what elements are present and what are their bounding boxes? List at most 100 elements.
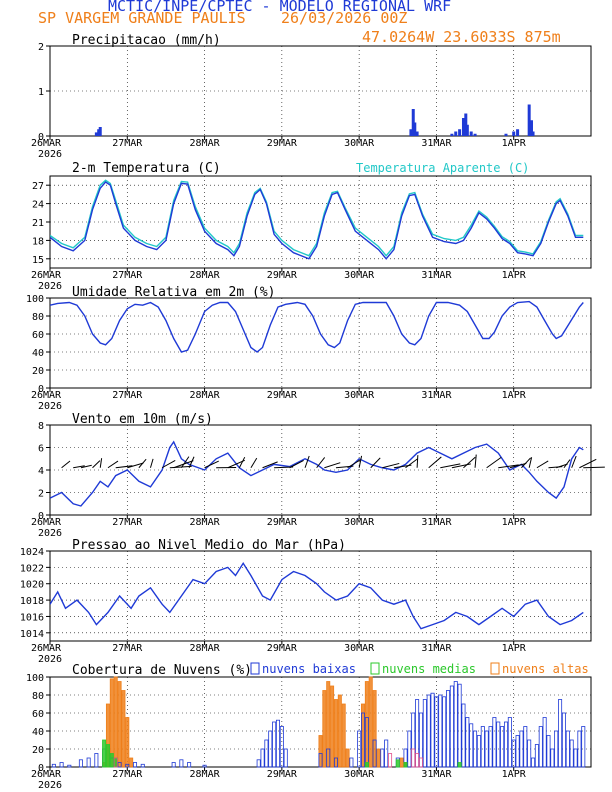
y-tick-label: 100 (26, 673, 44, 684)
year-label: 2026 (38, 281, 62, 292)
cloud-bar (449, 685, 454, 768)
cloud-bar (384, 739, 389, 768)
wind-barb (382, 462, 400, 469)
cloud-bar (140, 763, 145, 768)
precip-bar (527, 104, 531, 136)
cloud-bar (581, 726, 586, 768)
wind-barb (358, 455, 363, 468)
wind-barb (521, 457, 532, 469)
cloud-bar (121, 690, 126, 768)
cloud-bar (411, 748, 416, 768)
cloud-bar (102, 739, 107, 768)
cloud-bar (519, 730, 524, 768)
cloud-bar (272, 721, 277, 768)
cloud-bar (264, 739, 269, 768)
precip-bar (458, 129, 462, 136)
x-tick-label: 27MAR (112, 769, 143, 780)
wind-barb (188, 456, 195, 468)
cloud-bar (480, 726, 485, 768)
precip-bar (531, 131, 535, 136)
x-tick-label: 31MAR (421, 390, 452, 401)
cloud-bar (473, 730, 478, 768)
wind-barb (324, 462, 341, 469)
y-tick-label: 0 (38, 132, 44, 143)
cloud-bar (469, 723, 474, 768)
cloud-bar (527, 739, 532, 768)
y-tick-label: 1 (38, 87, 44, 98)
cloud-bar (318, 753, 323, 768)
y-tick-label: 40 (32, 348, 44, 359)
panel-title: Pressao ao Nivel Medio do Mar (hPa) (72, 538, 346, 553)
x-tick-label: 29MAR (267, 643, 298, 654)
series-line (50, 561, 584, 630)
precip-bar (454, 131, 458, 136)
cloud-bar (534, 744, 539, 768)
cloud-bar (442, 696, 447, 768)
cloud-bar (345, 748, 350, 768)
wind-barb (99, 458, 103, 468)
x-tick-label: 30MAR (344, 769, 375, 780)
x-tick-label: 28MAR (190, 769, 221, 780)
wind-barb (169, 465, 192, 469)
cloud-bar (476, 735, 481, 768)
cloud-bar (372, 739, 377, 768)
x-tick-label: 29MAR (267, 390, 298, 401)
cloud-bar (113, 757, 118, 768)
wind-barb (180, 456, 190, 469)
x-tick-label: 28MAR (190, 390, 221, 401)
precip-bar (512, 131, 516, 136)
x-tick-label: 29MAR (267, 517, 298, 528)
precip-bar (469, 131, 473, 136)
x-tick-label: 1APR (502, 769, 527, 780)
x-tick-label: 31MAR (421, 138, 452, 149)
wind-barb (316, 457, 326, 469)
y-tick-label: 1024 (20, 547, 44, 558)
x-tick-label: 30MAR (344, 138, 375, 149)
series-line (50, 179, 584, 257)
cloud-bar (569, 739, 574, 768)
x-tick-label: 31MAR (421, 769, 452, 780)
y-tick-label: 80 (32, 691, 44, 702)
cloud-bar (117, 681, 122, 768)
wind-barb (486, 456, 502, 469)
panel-title: Umidade Relativa em 2m (%) (72, 285, 276, 300)
x-tick-label: 28MAR (190, 270, 221, 281)
cloud-bar (434, 696, 439, 768)
y-tick-label: 1022 (20, 563, 44, 574)
coords-label: 47.0264W 23.6033S 875m (362, 28, 561, 46)
x-tick-label: 1APR (502, 138, 527, 149)
wind-barb (138, 458, 147, 469)
cloud-bar (538, 726, 543, 768)
cloud-bar (484, 730, 489, 768)
year-label: 2026 (38, 528, 62, 539)
cloud-bar (395, 759, 400, 768)
cloud-bar (51, 763, 56, 768)
y-tick-label: 100 (26, 294, 44, 305)
x-tick-label: 1APR (502, 643, 527, 654)
wind-barb (563, 459, 571, 469)
cloud-bar (322, 690, 327, 768)
x-tick-label: 28MAR (190, 643, 221, 654)
y-tick-label: 18 (32, 236, 44, 247)
cloud-bar (399, 757, 404, 768)
x-tick-label: 26MAR (31, 270, 62, 281)
cloud-bar (503, 721, 508, 768)
legend-label: nuvens medias (382, 662, 476, 676)
cloud-bar (457, 683, 462, 768)
year-label: 2026 (38, 149, 62, 160)
cloud-bar (364, 681, 369, 768)
cloud-bar (453, 681, 458, 768)
wind-barb (579, 458, 597, 469)
y-tick-label: 1020 (20, 580, 44, 591)
cloud-bar (337, 694, 342, 768)
y-tick-label: 0 (38, 384, 44, 395)
precip-bar (411, 109, 415, 136)
cloud-bar (125, 763, 130, 768)
wind-barb (440, 463, 461, 469)
wind-barb (463, 456, 476, 469)
y-tick-label: 60 (32, 709, 44, 720)
cloud-bar (561, 712, 566, 768)
x-tick-label: 27MAR (112, 643, 143, 654)
cloud-bar (573, 748, 578, 768)
cloud-bar (550, 748, 555, 768)
